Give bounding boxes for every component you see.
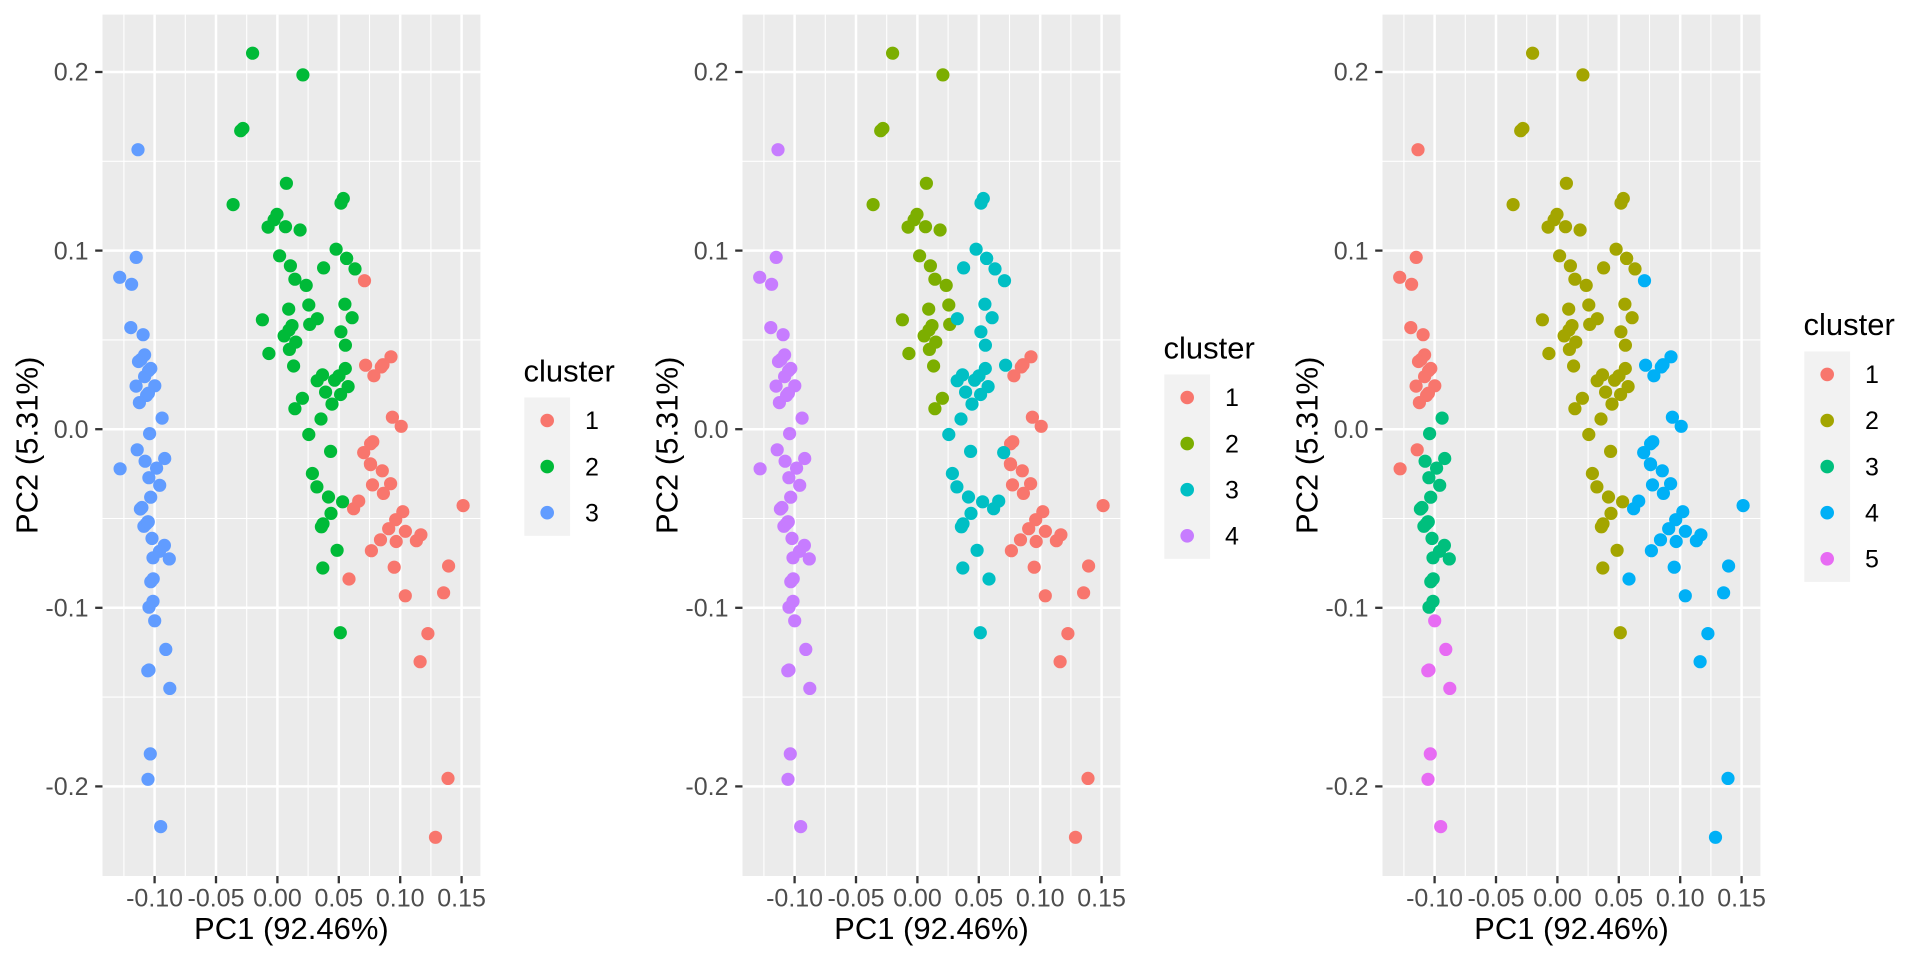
svg-text:-0.10: -0.10 bbox=[1406, 885, 1463, 913]
svg-text:1: 1 bbox=[585, 407, 599, 435]
svg-text:0.2: 0.2 bbox=[694, 59, 729, 87]
svg-text:5: 5 bbox=[1865, 546, 1879, 574]
svg-text:1: 1 bbox=[1865, 361, 1879, 389]
svg-text:3: 3 bbox=[585, 499, 599, 527]
svg-text:0.00: 0.00 bbox=[1533, 885, 1582, 913]
svg-text:PC2 (5.31%): PC2 (5.31%) bbox=[10, 357, 45, 534]
svg-text:0.1: 0.1 bbox=[54, 237, 89, 265]
svg-text:0.10: 0.10 bbox=[376, 885, 425, 913]
svg-text:0.05: 0.05 bbox=[1594, 885, 1643, 913]
svg-text:-0.1: -0.1 bbox=[685, 595, 728, 623]
svg-text:3: 3 bbox=[1865, 453, 1879, 481]
svg-text:0.2: 0.2 bbox=[54, 59, 89, 87]
svg-text:0.00: 0.00 bbox=[893, 885, 942, 913]
svg-text:PC1 (92.46%): PC1 (92.46%) bbox=[1474, 911, 1669, 946]
svg-text:-0.1: -0.1 bbox=[1325, 595, 1368, 623]
svg-text:0.0: 0.0 bbox=[694, 416, 729, 444]
svg-text:-0.05: -0.05 bbox=[188, 885, 245, 913]
svg-text:PC1 (92.46%): PC1 (92.46%) bbox=[194, 911, 389, 946]
svg-text:-0.2: -0.2 bbox=[685, 773, 728, 801]
svg-text:0.0: 0.0 bbox=[1334, 416, 1369, 444]
svg-text:PC1 (92.46%): PC1 (92.46%) bbox=[834, 911, 1029, 946]
svg-text:PC2 (5.31%): PC2 (5.31%) bbox=[650, 357, 685, 534]
svg-text:cluster: cluster bbox=[524, 353, 615, 388]
svg-text:0.10: 0.10 bbox=[1656, 885, 1705, 913]
svg-text:0.15: 0.15 bbox=[1717, 885, 1766, 913]
svg-text:-0.2: -0.2 bbox=[1325, 773, 1368, 801]
svg-text:1: 1 bbox=[1225, 384, 1239, 412]
svg-text:0.0: 0.0 bbox=[54, 416, 89, 444]
svg-text:-0.05: -0.05 bbox=[1468, 885, 1525, 913]
svg-text:0.05: 0.05 bbox=[954, 885, 1003, 913]
svg-text:-0.10: -0.10 bbox=[766, 885, 823, 913]
svg-text:0.1: 0.1 bbox=[694, 237, 729, 265]
svg-text:0.2: 0.2 bbox=[1334, 59, 1369, 87]
svg-text:-0.10: -0.10 bbox=[126, 885, 183, 913]
svg-text:cluster: cluster bbox=[1164, 330, 1255, 365]
svg-text:0.1: 0.1 bbox=[1334, 237, 1369, 265]
svg-text:0.00: 0.00 bbox=[253, 885, 302, 913]
svg-text:2: 2 bbox=[1225, 430, 1239, 458]
svg-text:cluster: cluster bbox=[1804, 307, 1895, 342]
svg-text:4: 4 bbox=[1225, 523, 1239, 551]
svg-text:3: 3 bbox=[1225, 476, 1239, 504]
svg-text:0.15: 0.15 bbox=[437, 885, 486, 913]
svg-text:0.15: 0.15 bbox=[1077, 885, 1126, 913]
svg-text:0.10: 0.10 bbox=[1016, 885, 1065, 913]
svg-text:-0.1: -0.1 bbox=[45, 595, 88, 623]
svg-text:-0.2: -0.2 bbox=[45, 773, 88, 801]
svg-text:2: 2 bbox=[1865, 407, 1879, 435]
svg-text:0.05: 0.05 bbox=[314, 885, 363, 913]
svg-text:4: 4 bbox=[1865, 499, 1879, 527]
svg-text:2: 2 bbox=[585, 453, 599, 481]
svg-text:-0.05: -0.05 bbox=[828, 885, 885, 913]
svg-text:PC2 (5.31%): PC2 (5.31%) bbox=[1290, 357, 1325, 534]
